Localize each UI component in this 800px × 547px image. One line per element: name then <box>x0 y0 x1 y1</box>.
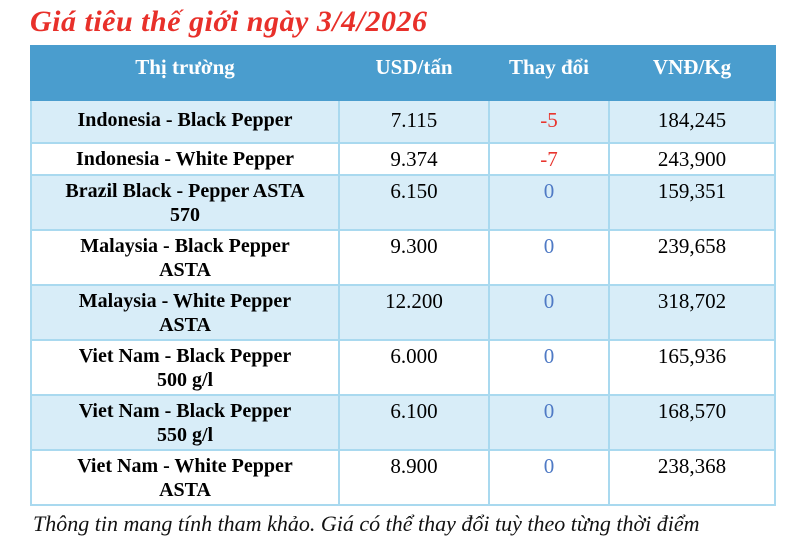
market-name: Malaysia - White Pepper ASTA <box>30 284 340 341</box>
price-change: 0 <box>488 174 610 231</box>
vnd-price: 243,900 <box>608 142 776 176</box>
table-row: Viet Nam - White Pepper ASTA 8.900 0 238… <box>30 449 776 506</box>
col-header-usd: USD/tấn <box>338 45 490 101</box>
usd-price: 6.150 <box>338 174 490 231</box>
usd-price: 12.200 <box>338 284 490 341</box>
page-title: Giá tiêu thế giới ngày 3/4/2026 <box>30 5 428 38</box>
vnd-price: 159,351 <box>608 174 776 231</box>
table-row: Brazil Black - Pepper ASTA 570 6.150 0 1… <box>30 174 776 231</box>
table-header: Thị trường USD/tấn Thay đổi VNĐ/Kg <box>30 45 776 101</box>
col-header-change: Thay đổi <box>488 45 610 101</box>
usd-price: 9.300 <box>338 229 490 286</box>
price-change: 0 <box>488 449 610 506</box>
usd-price: 9.374 <box>338 142 490 176</box>
market-name: Viet Nam - White Pepper ASTA <box>30 449 340 506</box>
market-name: Malaysia - Black Pepper ASTA <box>30 229 340 286</box>
vnd-price: 165,936 <box>608 339 776 396</box>
usd-price: 6.000 <box>338 339 490 396</box>
price-change: -7 <box>488 142 610 176</box>
market-name: Brazil Black - Pepper ASTA 570 <box>30 174 340 231</box>
table-row: Malaysia - Black Pepper ASTA 9.300 0 239… <box>30 229 776 286</box>
usd-price: 7.115 <box>338 99 490 144</box>
market-name: Indonesia - White Pepper <box>30 142 340 176</box>
price-change: 0 <box>488 394 610 451</box>
price-change: 0 <box>488 229 610 286</box>
vnd-price: 184,245 <box>608 99 776 144</box>
market-name: Viet Nam - Black Pepper 550 g/l <box>30 394 340 451</box>
price-change: 0 <box>488 284 610 341</box>
price-table-body: Indonesia - Black Pepper 7.115 -5 184,24… <box>30 99 776 506</box>
header-row: Thị trường USD/tấn Thay đổi VNĐ/Kg <box>30 45 776 101</box>
vnd-price: 239,658 <box>608 229 776 286</box>
table-row: Viet Nam - Black Pepper 500 g/l 6.000 0 … <box>30 339 776 396</box>
vnd-price: 238,368 <box>608 449 776 506</box>
table-row: Indonesia - Black Pepper 7.115 -5 184,24… <box>30 99 776 144</box>
col-header-vnd: VNĐ/Kg <box>608 45 776 101</box>
price-change: 0 <box>488 339 610 396</box>
disclaimer-footnote: Thông tin mang tính tham khảo. Giá có th… <box>33 511 700 536</box>
col-header-market: Thị trường <box>30 45 340 101</box>
table-row: Viet Nam - Black Pepper 550 g/l 6.100 0 … <box>30 394 776 451</box>
market-name: Indonesia - Black Pepper <box>30 99 340 144</box>
pepper-price-table: Thị trường USD/tấn Thay đổi VNĐ/Kg Indon… <box>30 45 776 506</box>
vnd-price: 168,570 <box>608 394 776 451</box>
market-name: Viet Nam - Black Pepper 500 g/l <box>30 339 340 396</box>
table-row: Indonesia - White Pepper 9.374 -7 243,90… <box>30 142 776 176</box>
vnd-price: 318,702 <box>608 284 776 341</box>
usd-price: 6.100 <box>338 394 490 451</box>
price-change: -5 <box>488 99 610 144</box>
usd-price: 8.900 <box>338 449 490 506</box>
table-row: Malaysia - White Pepper ASTA 12.200 0 31… <box>30 284 776 341</box>
